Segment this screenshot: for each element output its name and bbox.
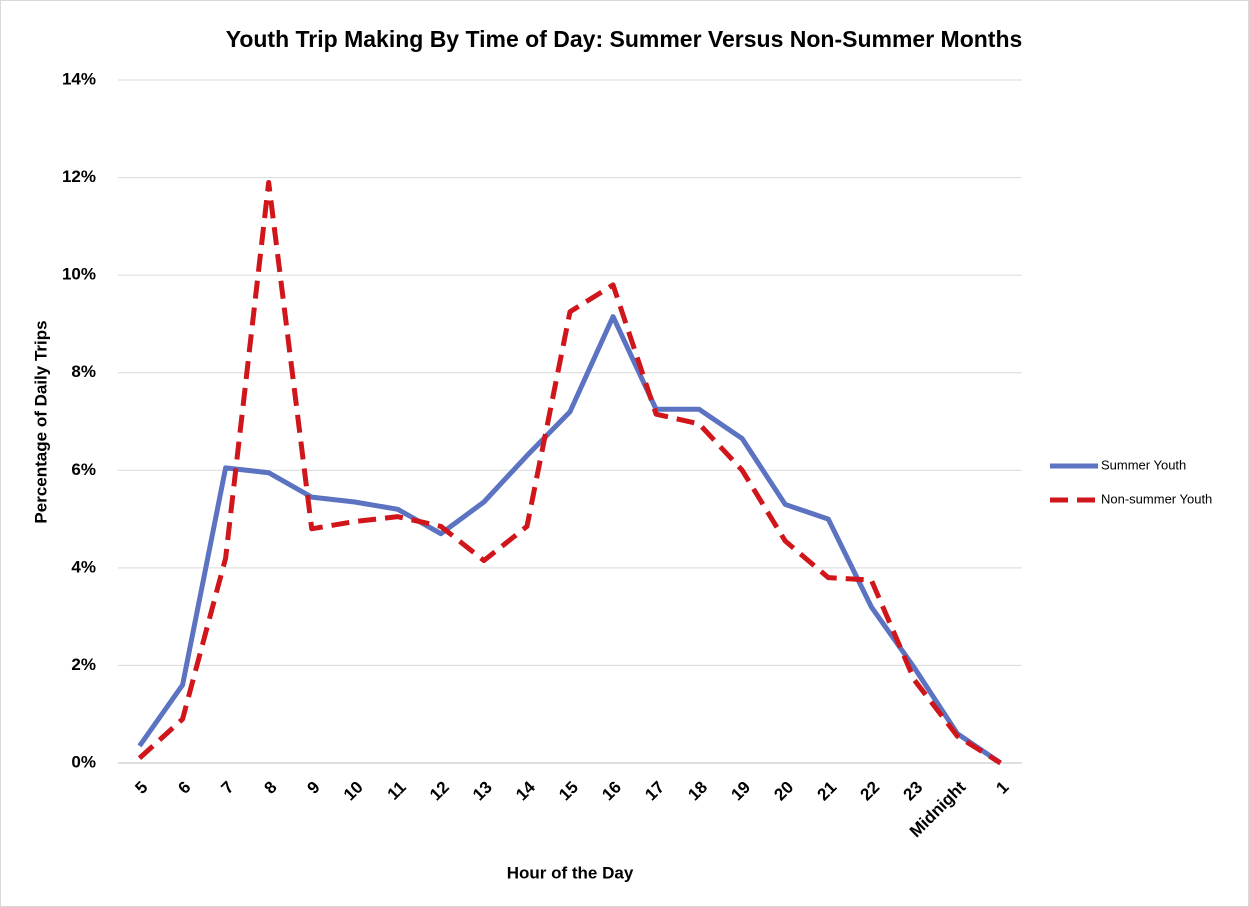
series-line (137, 179, 1002, 766)
legend-label: Non-summer Youth (1101, 491, 1212, 506)
y-tick-label: 0% (71, 752, 96, 771)
y-axis-label: Percentage of Daily Trips (31, 320, 50, 523)
y-tick-label: 4% (71, 557, 96, 576)
y-tick-label: 12% (62, 167, 96, 186)
y-tick-label: 8% (71, 362, 96, 381)
chart-title: Youth Trip Making By Time of Day: Summer… (226, 26, 1023, 52)
y-tick-label: 14% (62, 69, 96, 88)
y-tick-label: 6% (71, 460, 96, 479)
y-tick-label: 10% (62, 265, 96, 284)
legend-label: Summer Youth (1101, 457, 1186, 472)
x-axis-label: Hour of the Day (507, 863, 634, 882)
y-tick-label: 2% (71, 655, 96, 674)
